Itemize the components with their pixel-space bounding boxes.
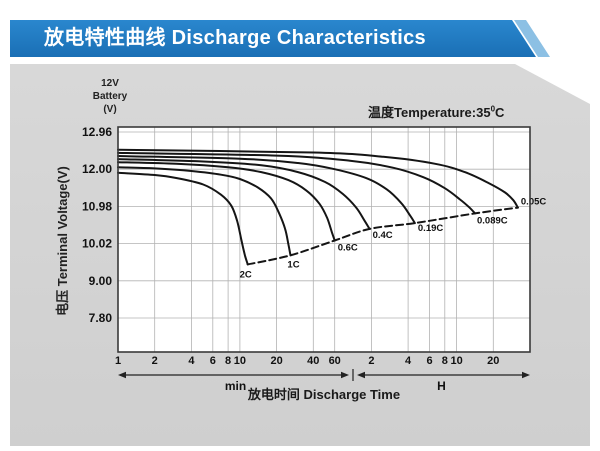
discharge-curve-0.089C xyxy=(117,151,476,215)
minute-range-arrow-right-arrowhead xyxy=(341,371,349,379)
y-tick-label: 7.80 xyxy=(89,311,113,325)
x-tick-label: 4 xyxy=(188,355,195,367)
temperature-unit: C xyxy=(495,105,505,120)
x-axis-title: 放电时间 Discharge Time xyxy=(247,387,401,402)
x-tick-label: 60 xyxy=(329,355,341,367)
x-tick-label: 2 xyxy=(152,355,158,367)
x-tick-label: 20 xyxy=(270,355,282,367)
x-tick-label: 8 xyxy=(442,355,448,367)
x-tick-label: 10 xyxy=(234,355,246,367)
chart-panel: 12V Battery (V) 温度Temperature:350C 电压 Te… xyxy=(10,64,590,446)
discharge-curve-0.4C xyxy=(117,158,371,230)
hour-range-arrow-right-arrowhead xyxy=(522,371,530,379)
x-tick-label: 6 xyxy=(210,355,216,367)
y-tick-label: 10.02 xyxy=(82,237,112,251)
y-tick-label: 12.96 xyxy=(82,125,112,139)
minute-range-arrow-left-arrowhead xyxy=(118,371,126,379)
curve-label-0.089C: 0.089C xyxy=(477,215,508,226)
curve-label-0.4C: 0.4C xyxy=(373,230,393,241)
x-tick-label: 2 xyxy=(368,355,374,367)
minute-region-label: min xyxy=(225,379,246,393)
hour-range-arrow-left-arrowhead xyxy=(357,371,365,379)
curve-label-0.19C: 0.19C xyxy=(418,223,443,234)
y-tick-label: 12.00 xyxy=(82,162,112,176)
x-tick-label: 40 xyxy=(307,355,319,367)
discharge-curve-0.6C xyxy=(117,161,336,242)
axis-unit-line1: 12V xyxy=(101,78,119,89)
x-tick-label: 8 xyxy=(225,355,231,367)
curve-label-1C: 1C xyxy=(287,259,299,270)
axis-unit-line2: Battery xyxy=(92,91,128,102)
y-tick-label: 10.98 xyxy=(82,199,112,213)
temperature-superscript: 0 xyxy=(490,104,496,114)
temperature-text: 温度Temperature:35 xyxy=(368,105,491,120)
y-tick-label: 9.00 xyxy=(89,274,113,288)
discharge-curve-2C xyxy=(117,171,249,266)
curve-label-0.05C: 0.05C xyxy=(521,197,546,208)
discharge-curve-0.19C xyxy=(117,155,416,225)
discharge-curve-0.05C xyxy=(117,148,519,209)
x-tick-label: 20 xyxy=(487,355,499,367)
x-tick-label: 6 xyxy=(427,355,433,367)
axis-unit-line3: (V) xyxy=(103,104,117,115)
cutoff-voltage-line xyxy=(246,206,519,266)
plot-border xyxy=(117,126,531,353)
hour-region-label: H xyxy=(437,379,446,393)
discharge-curve-1C xyxy=(117,166,292,257)
header-banner: 放电特性曲线 Discharge Characteristics xyxy=(10,20,536,57)
curve-label-0.6C: 0.6C xyxy=(338,243,358,254)
x-tick-label: 10 xyxy=(450,355,462,367)
axis-unit-label: 12V Battery (V) xyxy=(80,77,140,116)
page-title: 放电特性曲线 Discharge Characteristics xyxy=(44,27,426,49)
x-tick-label: 1 xyxy=(115,355,121,367)
temperature-label: 温度Temperature:350C xyxy=(368,102,504,121)
curve-label-2C: 2C xyxy=(240,269,252,280)
x-tick-label: 4 xyxy=(405,355,412,367)
